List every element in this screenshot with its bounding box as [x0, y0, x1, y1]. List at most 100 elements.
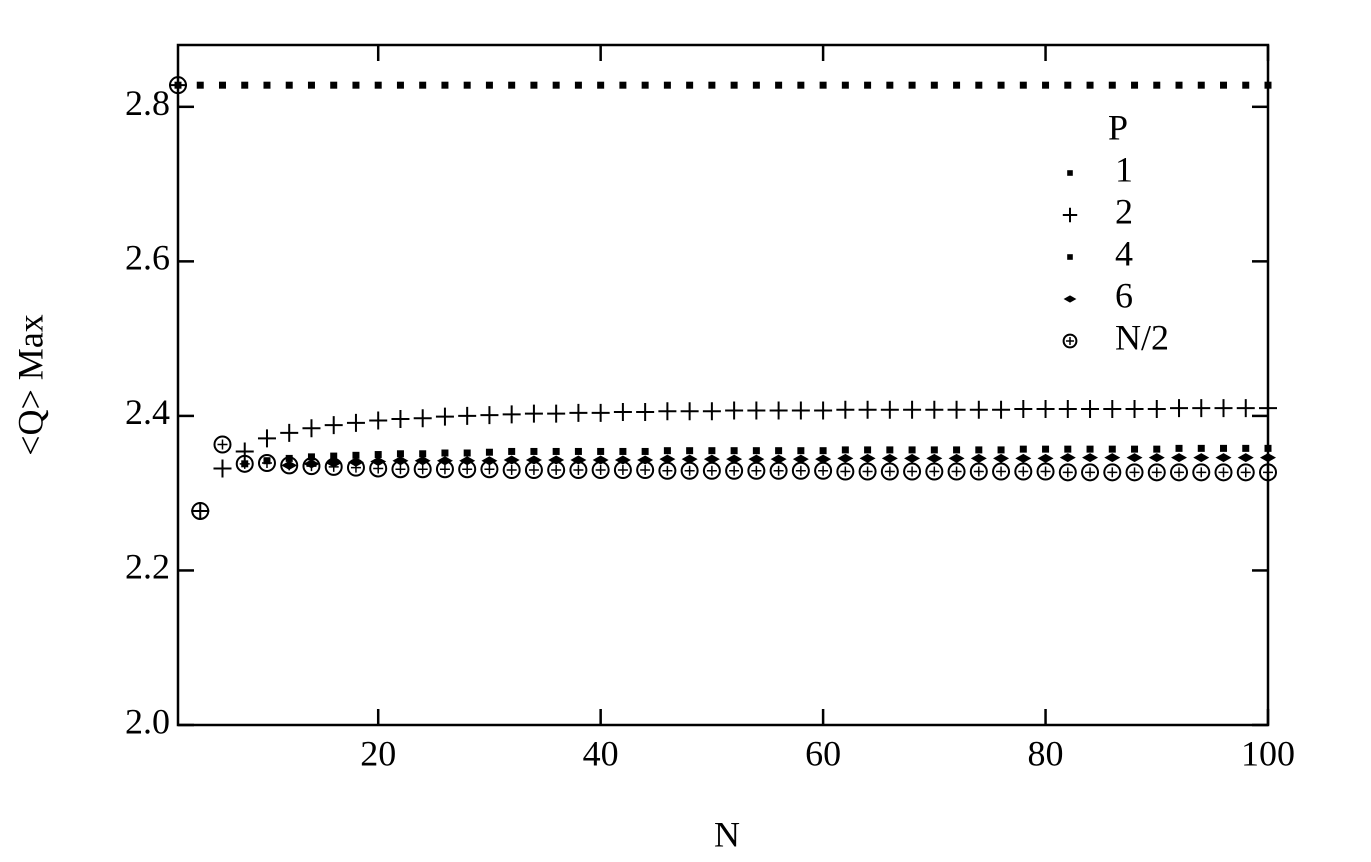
marker-circle [547, 461, 566, 479]
marker-cross [173, 80, 183, 91]
marker-diamond [1171, 453, 1188, 463]
marker-circle [1036, 462, 1055, 481]
marker-cross [284, 460, 295, 471]
data-point [1259, 463, 1277, 482]
data-point [925, 400, 944, 419]
marker-square [508, 81, 516, 89]
marker-square [797, 81, 805, 89]
data-point [769, 401, 788, 420]
y-tick-label: 2.6 [125, 238, 170, 278]
marker-diamond [815, 454, 832, 464]
data-point [1103, 399, 1122, 418]
marker-cross [195, 505, 206, 516]
data-point [330, 81, 338, 89]
data-point [391, 460, 410, 479]
data-point [775, 447, 783, 455]
marker-circle [346, 458, 365, 477]
data-point [613, 403, 632, 422]
data-point [858, 400, 877, 419]
marker-square [686, 447, 694, 455]
data-point [1264, 81, 1272, 89]
data-point [1220, 444, 1228, 452]
data-point [1153, 445, 1161, 453]
data-point [859, 453, 876, 463]
data-point [747, 401, 766, 420]
marker-cross [729, 465, 740, 476]
marker-square [1264, 81, 1272, 89]
legend-label: N/2 [1115, 317, 1169, 357]
marker-plus [591, 403, 610, 422]
data-point [792, 454, 809, 464]
data-point [858, 462, 877, 481]
marker-diamond [659, 454, 676, 464]
data-point [841, 81, 849, 89]
marker-square [819, 447, 827, 455]
data-point [441, 81, 449, 89]
data-point [352, 81, 360, 89]
marker-square [218, 81, 226, 89]
marker-square [775, 447, 783, 455]
marker-plus [1014, 399, 1033, 418]
marker-diamond [748, 454, 765, 464]
data-point [502, 461, 521, 479]
data-point [396, 450, 404, 458]
data-point [569, 403, 588, 422]
data-point [948, 453, 965, 463]
marker-square [663, 447, 671, 455]
data-point [993, 453, 1010, 463]
marker-square [841, 81, 849, 89]
y-tick-label: 2.8 [125, 83, 170, 123]
data-point [636, 461, 655, 479]
data-point [969, 462, 988, 481]
marker-square [263, 81, 271, 89]
data-point [263, 81, 271, 89]
marker-circle [1259, 463, 1277, 482]
data-point [257, 454, 276, 473]
marker-square [930, 81, 938, 89]
data-point [1019, 81, 1027, 89]
marker-cross [1151, 467, 1162, 478]
data-point [458, 406, 477, 425]
marker-plus [1103, 399, 1122, 418]
data-point [369, 459, 388, 478]
marker-square [641, 81, 649, 89]
marker-diamond [703, 454, 720, 464]
marker-plus [836, 400, 855, 419]
marker-square [886, 446, 894, 454]
marker-square [1064, 81, 1072, 89]
x-tick-label: 80 [1028, 733, 1064, 773]
marker-square [307, 453, 315, 461]
data-point [213, 459, 232, 478]
legend-entry: 4 [1067, 233, 1133, 273]
marker-plus [925, 400, 944, 419]
data-point [1058, 463, 1077, 482]
marker-diamond [993, 453, 1010, 463]
data-point [419, 450, 427, 458]
marker-square [1242, 81, 1250, 89]
data-point [1193, 453, 1210, 463]
marker-cross [1062, 467, 1073, 478]
data-point [997, 446, 1005, 454]
marker-square [463, 449, 471, 457]
marker-square [708, 447, 716, 455]
data-point [324, 416, 343, 435]
data-point [708, 81, 716, 89]
legend-entry: 2 [1062, 191, 1133, 231]
marker-plus [280, 423, 299, 442]
data-point [814, 461, 833, 480]
marker-plus [903, 400, 922, 419]
marker-cross [1129, 467, 1140, 478]
data-point [992, 462, 1011, 481]
data-point [1042, 81, 1050, 89]
marker-square [463, 81, 471, 89]
data-point [775, 81, 783, 89]
marker-diamond [1148, 453, 1165, 463]
marker-circle [947, 462, 966, 481]
marker-square [1153, 445, 1161, 453]
data-point [1081, 399, 1100, 418]
legend-entry: N/2 [1062, 317, 1169, 357]
marker-square [307, 81, 315, 89]
data-point [730, 447, 738, 455]
data-point [374, 81, 382, 89]
marker-plus [213, 459, 232, 478]
